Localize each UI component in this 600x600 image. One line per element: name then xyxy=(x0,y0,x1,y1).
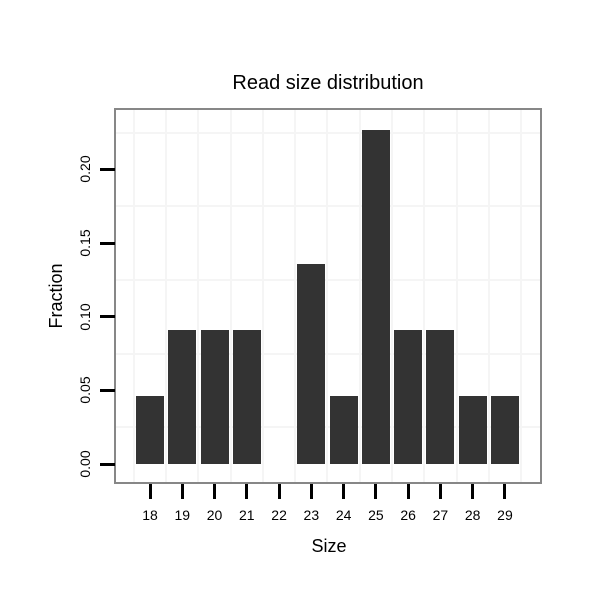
y-tick-label: 0.20 xyxy=(77,155,93,184)
x-tick xyxy=(406,484,410,499)
x-tick-label: 23 xyxy=(303,507,320,523)
x-tick xyxy=(503,484,507,499)
gridline-vertical xyxy=(455,110,458,482)
x-tick xyxy=(213,484,217,499)
x-tick-label: 24 xyxy=(335,507,352,523)
x-tick-label: 29 xyxy=(497,507,513,523)
x-tick-label: 28 xyxy=(464,507,481,523)
chart-title: Read size distribution xyxy=(232,72,424,94)
bar-size-28 xyxy=(458,396,487,464)
x-tick-label: 19 xyxy=(174,507,191,523)
gridline-vertical xyxy=(423,110,426,482)
plot-panel xyxy=(114,108,542,484)
gridline-vertical xyxy=(229,110,232,482)
bar-size-23 xyxy=(297,263,326,464)
bar-size-21 xyxy=(232,329,261,464)
x-tick xyxy=(180,484,184,499)
gridline-vertical xyxy=(326,110,329,482)
gridline-vertical xyxy=(197,110,200,482)
x-tick xyxy=(277,484,281,499)
y-tick-label: 0.00 xyxy=(77,450,93,478)
bar-size-20 xyxy=(200,329,229,464)
gridline-vertical xyxy=(358,110,361,482)
x-tick xyxy=(309,484,313,499)
gridline-vertical xyxy=(487,110,490,482)
x-tick-label: 22 xyxy=(271,507,287,523)
x-tick-label: 20 xyxy=(206,507,223,523)
y-tick-label: 0.10 xyxy=(77,303,93,331)
gridline-vertical xyxy=(261,110,264,482)
bar-size-19 xyxy=(168,329,197,464)
y-tick xyxy=(100,462,115,466)
x-tick xyxy=(438,484,442,499)
y-tick xyxy=(100,315,115,319)
y-tick-label: 0.05 xyxy=(77,376,93,404)
x-tick xyxy=(342,484,346,499)
x-tick-label: 25 xyxy=(368,507,384,523)
bar-size-29 xyxy=(490,396,519,464)
gridline-vertical xyxy=(391,110,394,482)
bar-size-24 xyxy=(329,396,358,464)
y-tick xyxy=(100,167,115,171)
x-tick xyxy=(374,484,378,499)
y-tick xyxy=(100,241,115,245)
bar-size-26 xyxy=(394,329,423,464)
y-axis-title: Fraction xyxy=(46,263,66,329)
x-tick xyxy=(148,484,152,499)
x-axis-title: Size xyxy=(311,536,347,556)
x-tick-label: 21 xyxy=(239,507,255,523)
x-tick-label: 18 xyxy=(142,507,158,523)
gridline-vertical xyxy=(165,110,168,482)
bar-size-25 xyxy=(361,129,390,464)
bar-size-18 xyxy=(136,396,164,464)
gridline-vertical xyxy=(294,110,297,482)
gridline-vertical xyxy=(520,110,523,482)
x-tick xyxy=(245,484,249,499)
gridline-vertical xyxy=(132,110,135,482)
x-tick-label: 27 xyxy=(432,507,449,523)
x-tick-label: 26 xyxy=(400,507,416,523)
bar-size-27 xyxy=(426,329,455,464)
y-tick-label: 0.15 xyxy=(77,229,93,257)
x-tick xyxy=(471,484,475,499)
y-tick xyxy=(100,388,115,392)
